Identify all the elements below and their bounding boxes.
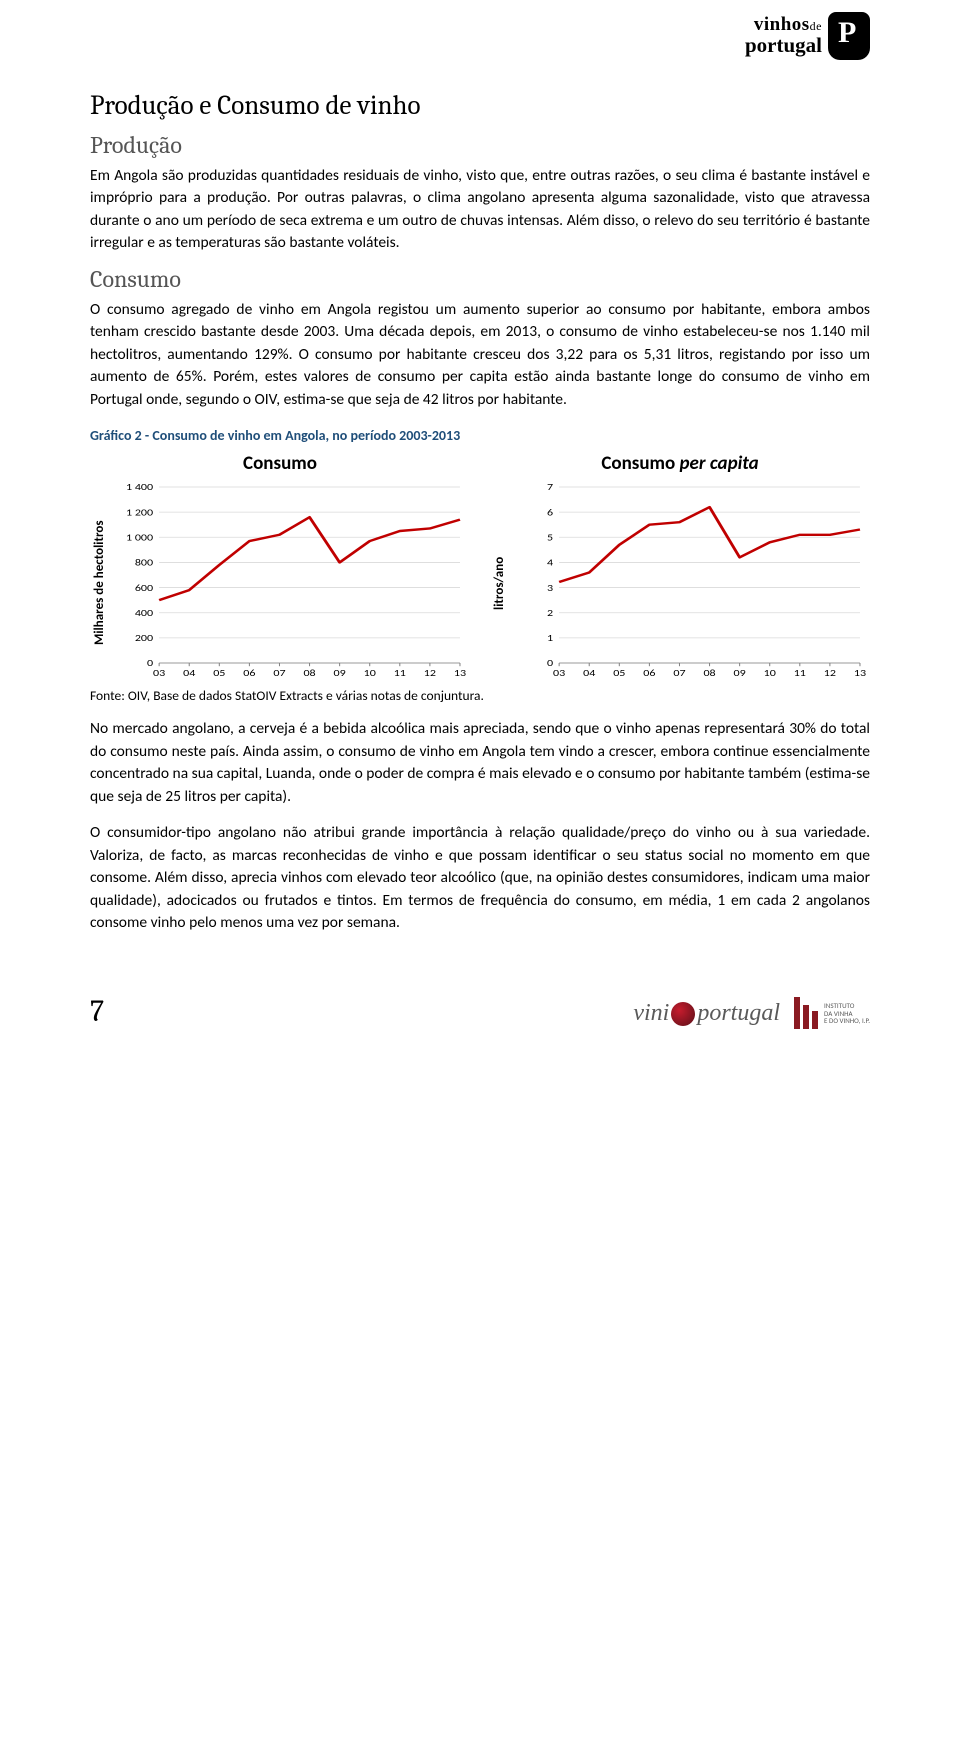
chart2-ylabel: litros/ano xyxy=(490,483,509,683)
svg-text:08: 08 xyxy=(703,667,716,678)
chart2-title-b: per capita xyxy=(680,452,759,475)
chart-consumo-per-capita: Consumo per capita litros/ano 0123456703… xyxy=(490,452,870,683)
svg-text:6: 6 xyxy=(547,507,554,518)
svg-text:1: 1 xyxy=(547,632,554,643)
svg-text:03: 03 xyxy=(153,667,166,678)
brand-logo: vinhosde portugal xyxy=(745,12,870,60)
charts-row: Consumo Milhares de hectolitros 02004006… xyxy=(90,452,870,683)
svg-text:400: 400 xyxy=(135,607,154,618)
ivv-logo: INSTITUTO DA VINHA E DO VINHO, I.P. xyxy=(794,997,870,1029)
vini-text-b: portugal xyxy=(697,1000,780,1026)
svg-text:2: 2 xyxy=(547,607,554,618)
svg-text:04: 04 xyxy=(583,667,596,678)
svg-text:200: 200 xyxy=(135,632,154,643)
svg-text:08: 08 xyxy=(303,667,316,678)
chart2-title-a: Consumo xyxy=(601,452,679,475)
page-footer: 7 vini portugal INSTITUTO DA VINHA E DO V… xyxy=(90,994,870,1029)
page-number: 7 xyxy=(90,994,104,1029)
chart1-ylabel: Milhares de hectolitros xyxy=(90,483,109,683)
svg-text:11: 11 xyxy=(794,667,807,678)
ivv-bars-icon xyxy=(794,997,818,1029)
svg-text:05: 05 xyxy=(213,667,225,678)
vini-dot-icon xyxy=(671,1002,695,1026)
brand-glyph-icon xyxy=(828,12,870,60)
svg-text:800: 800 xyxy=(135,557,154,568)
vini-text-a: vini xyxy=(633,1000,669,1026)
svg-text:4: 4 xyxy=(547,557,554,568)
producao-paragraph: Em Angola são produzidas quantidades res… xyxy=(90,165,870,255)
brand-line2: portugal xyxy=(745,33,822,58)
svg-text:1 200: 1 200 xyxy=(126,507,154,518)
svg-text:04: 04 xyxy=(183,667,196,678)
svg-text:09: 09 xyxy=(334,667,347,678)
svg-text:1 400: 1 400 xyxy=(126,483,154,493)
brand-line1-a: vinhos xyxy=(754,14,810,35)
svg-text:07: 07 xyxy=(273,667,286,678)
svg-text:06: 06 xyxy=(643,667,656,678)
svg-text:11: 11 xyxy=(394,667,407,678)
svg-text:3: 3 xyxy=(547,582,554,593)
chart-caption: Gráfico 2 - Consumo de vinho em Angola, … xyxy=(90,427,870,444)
ivv-line-2: E DO VINHO, I.P. xyxy=(824,1017,870,1025)
section-producao-heading: Produção xyxy=(90,131,870,159)
ivv-text: INSTITUTO DA VINHA E DO VINHO, I.P. xyxy=(824,1002,870,1025)
chart-consumo: Consumo Milhares de hectolitros 02004006… xyxy=(90,452,470,683)
vini-portugal-logo: vini portugal xyxy=(633,1000,780,1027)
svg-text:600: 600 xyxy=(135,582,154,593)
svg-text:12: 12 xyxy=(824,667,837,678)
brand-line1-de: de xyxy=(810,19,822,33)
chart1-title: Consumo xyxy=(90,452,470,475)
chart-source: Fonte: OIV, Base de dados StatOIV Extrac… xyxy=(90,687,870,704)
svg-text:1 000: 1 000 xyxy=(126,532,154,543)
svg-text:13: 13 xyxy=(854,667,867,678)
consumo-paragraph: O consumo agregado de vinho em Angola re… xyxy=(90,299,870,411)
page-title: Produção e Consumo de vinho xyxy=(90,90,870,121)
svg-text:06: 06 xyxy=(243,667,256,678)
svg-text:7: 7 xyxy=(547,483,554,493)
svg-text:12: 12 xyxy=(424,667,437,678)
chart1-svg: 02004006008001 0001 2001 400030405060708… xyxy=(109,483,470,683)
chart2-svg: 012345670304050607080910111213 xyxy=(509,483,870,683)
after-chart-para-2: O consumidor-tipo angolano não atribui g… xyxy=(90,822,870,934)
svg-text:10: 10 xyxy=(764,667,777,678)
svg-text:09: 09 xyxy=(734,667,747,678)
svg-text:07: 07 xyxy=(673,667,686,678)
svg-text:10: 10 xyxy=(364,667,377,678)
svg-text:13: 13 xyxy=(454,667,467,678)
section-consumo-heading: Consumo xyxy=(90,265,870,293)
svg-text:03: 03 xyxy=(553,667,566,678)
after-chart-para-1: No mercado angolano, a cerveja é a bebid… xyxy=(90,718,870,808)
svg-text:5: 5 xyxy=(547,532,553,543)
svg-text:05: 05 xyxy=(613,667,625,678)
